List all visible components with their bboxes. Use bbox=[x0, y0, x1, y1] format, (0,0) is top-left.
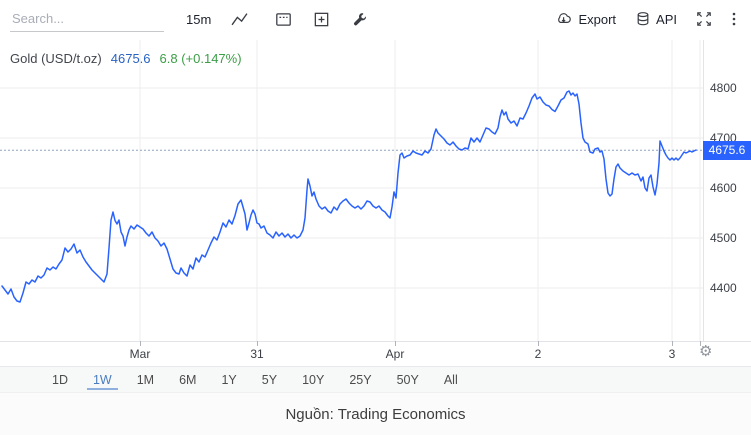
time-scale-label: 2 bbox=[534, 347, 542, 361]
source-caption-text: Nguồn: Trading Economics bbox=[285, 405, 466, 423]
time-scale-tick bbox=[257, 341, 258, 346]
time-scale-tick bbox=[672, 341, 673, 346]
timeframe-10y[interactable]: 10Y bbox=[302, 373, 325, 387]
price-scale-label: 4600 bbox=[710, 181, 737, 195]
timeframe-1d[interactable]: 1D bbox=[52, 373, 68, 387]
timeframe-50y[interactable]: 50Y bbox=[396, 373, 419, 387]
chart-toolbar: 15m Export bbox=[0, 0, 751, 38]
time-scale-tick bbox=[140, 341, 141, 346]
timeframe-all[interactable]: All bbox=[443, 373, 458, 387]
time-scale-label: 3 bbox=[668, 347, 676, 361]
time-scale-separator bbox=[0, 341, 751, 342]
time-scale-tick bbox=[700, 341, 701, 346]
source-caption: Nguồn: Trading Economics bbox=[0, 392, 751, 435]
time-scale-label: Mar bbox=[129, 347, 151, 361]
price-scale-label: 4400 bbox=[710, 281, 737, 295]
current-price-badge: 4675.6 bbox=[703, 140, 751, 160]
timeframe-25y[interactable]: 25Y bbox=[349, 373, 372, 387]
timeframe-6m[interactable]: 6M bbox=[179, 373, 197, 387]
tools-wrench-icon[interactable] bbox=[352, 11, 368, 27]
search-input[interactable] bbox=[10, 6, 164, 32]
timeframe-5y[interactable]: 5Y bbox=[261, 373, 278, 387]
price-chart[interactable] bbox=[0, 38, 703, 341]
time-scale-tick bbox=[395, 341, 396, 346]
last-price: 4675.6 bbox=[110, 51, 151, 66]
price-scale-label: 4800 bbox=[710, 81, 737, 95]
time-scale-label: Apr bbox=[385, 347, 405, 361]
export-label: Export bbox=[578, 11, 617, 27]
toolbar-left-group: 15m bbox=[10, 6, 368, 32]
timeframe-1w[interactable]: 1W bbox=[86, 369, 118, 390]
database-icon bbox=[637, 12, 649, 26]
fullscreen-icon[interactable] bbox=[696, 11, 712, 27]
more-options-kebab-icon[interactable] bbox=[731, 11, 737, 27]
symbol-title: Gold (USD/t.oz) bbox=[10, 51, 102, 66]
price-scale-separator bbox=[703, 40, 704, 341]
calendar-icon[interactable] bbox=[275, 11, 292, 28]
api-label: API bbox=[656, 11, 677, 27]
timeframe-bar: 1D 1W 1M 6M 1Y 5Y 10Y 25Y 50Y All bbox=[0, 366, 751, 392]
price-change: 6.8 (+0.147%) bbox=[159, 51, 242, 66]
interval-selector[interactable]: 15m bbox=[186, 11, 212, 27]
add-indicator-icon[interactable] bbox=[313, 11, 330, 28]
time-scale-label: 31 bbox=[250, 347, 264, 361]
price-scale-label: 4500 bbox=[710, 231, 737, 245]
price-series-line bbox=[1, 90, 697, 303]
export-button[interactable]: Export bbox=[555, 11, 616, 27]
time-scale-gear-icon[interactable]: ⚙ bbox=[699, 343, 713, 360]
line-chart-icon[interactable] bbox=[231, 11, 248, 28]
timeframe-1y[interactable]: 1Y bbox=[221, 373, 237, 387]
export-cloud-icon bbox=[558, 13, 572, 23]
timeframe-1m[interactable]: 1M bbox=[136, 373, 155, 387]
time-scale-tick bbox=[538, 341, 539, 346]
series-legend: Gold (USD/t.oz) 4675.6 6.8 (+0.147%) bbox=[10, 51, 242, 66]
api-button[interactable]: API bbox=[635, 11, 677, 27]
toolbar-right-group: Export API bbox=[555, 11, 737, 27]
